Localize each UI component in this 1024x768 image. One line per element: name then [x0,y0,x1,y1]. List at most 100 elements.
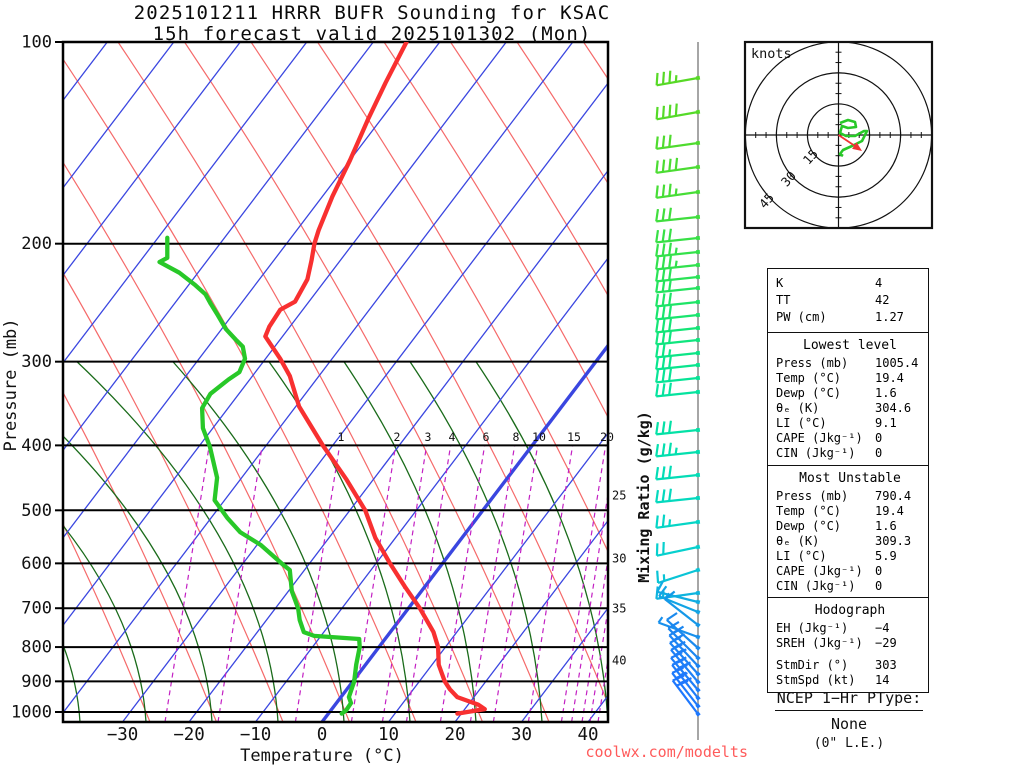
mixing-ratio-line [492,444,539,722]
row-label: StmSpd (kt) [776,673,856,688]
temp-tick-label: 20 [444,725,465,745]
hodograph-ring-label: 30 [778,168,799,189]
mixing-ratio-line [597,655,608,722]
wind-barb [655,318,701,334]
wind-barb [656,580,701,605]
row-label: CIN (Jkg⁻¹) [776,446,856,461]
table-row: StmSpd (kt) 14 [776,673,924,688]
mixing-ratio-label: 20 [600,430,614,444]
wind-barb [655,368,701,384]
wind-barb [655,70,701,87]
storm-motion-arrowhead [852,142,862,151]
isotherm-line [63,42,441,539]
row-value: 1.6 [875,386,897,401]
table-row: CIN (Jkg⁻¹) 0 [776,579,924,594]
dry-adiabat-line [450,42,608,297]
isotherm-line [63,42,175,189]
row-label: StmDir (°) [776,658,849,673]
mixing-ratio-line [527,444,574,722]
pressure-tick-label: 500 [21,501,52,521]
row-label: CAPE (Jkg⁻¹) [776,431,863,446]
table-row: LI (°C) 9.1 [776,416,924,431]
dry-adiabat-line [63,161,351,722]
pressure-tick-label: 200 [21,234,52,254]
mixing-ratio-label: 3 [425,430,432,444]
mixing-ratio-label: 40 [612,654,626,668]
mixing-ratio-label: 35 [612,602,626,616]
isotherm-line [188,169,608,722]
wind-barb [655,183,701,199]
isotherm-line [121,82,608,722]
row-value: 14 [875,673,890,688]
table-row: TT 42 [776,292,924,309]
row-value: 1.27 [875,310,904,324]
wind-barb [655,242,701,258]
moist-adiabat-line [63,643,81,722]
table-row: EH (Jkg⁻¹) −4 [776,621,924,636]
pressure-tick-label: 300 [21,352,52,372]
pressure-tick-label: 1000 [11,703,52,723]
table-row: Temp (°C) 19.4 [776,504,924,519]
pressure-tick-label: 400 [21,436,52,456]
wind-barb [655,278,701,294]
row-value: 0 [875,431,883,446]
table-row: θₑ (K) 304.6 [776,401,924,416]
isotherm-line [63,42,308,364]
mixing-ratio-label: 25 [612,489,626,503]
mixing-ratio-line [581,555,608,722]
temperature-curve [263,42,487,716]
hodograph-unit-label: knots [751,46,792,62]
ptype-liquid-equivalent: (0" L.E.) [813,736,885,751]
wind-barb [655,330,701,346]
ptype-title: NCEP 1−Hr PType: [774,689,924,711]
mixing-ratio-line [350,444,397,722]
temp-tick-label: −20 [173,725,205,745]
page-subtitle: 15h forecast valid 2025101302 (Mon) [152,23,592,45]
mixing-ratio-label: 15 [567,430,581,444]
wind-barb [656,567,701,585]
wind-barb [655,103,701,121]
row-label: Dewp (°C) [776,386,842,401]
temp-tick-label: 0 [317,725,328,745]
row-value: −29 [875,636,897,651]
mixing-ratio-line [164,444,210,722]
wind-barb [655,382,701,398]
mixing-ratio-label: 30 [612,552,626,566]
wind-barb [655,541,701,557]
mixing-ratio-line [589,605,608,722]
pressure-axis-title: Pressure (mb) [1,318,21,451]
row-label: θₑ (K) [776,401,820,416]
mixing-ratio-label: 6 [483,430,490,444]
section-title: Most Unstable [799,470,901,486]
table-row: CAPE (Jkg⁻¹) 0 [776,564,924,579]
row-label: LI (°C) [776,416,827,431]
row-value: 304.6 [875,401,912,416]
row-label: CAPE (Jkg⁻¹) [776,563,863,578]
table-row: CAPE (Jkg⁻¹) 0 [776,431,924,446]
wind-barb [655,465,701,481]
temp-tick-label: −30 [107,725,139,745]
dry-adiabat-line [63,271,284,722]
row-label: Dewp (°C) [776,518,842,533]
table-row: PW (cm) 1.27 [776,309,924,326]
mixing-ratio-line [405,444,452,722]
table-row: LI (°C) 5.9 [776,549,924,564]
row-label: Temp (°C) [776,503,842,518]
moist-adiabat-line [268,361,411,722]
page-title: 2025101211 HRRR BUFR Sounding for KSAC [133,2,611,24]
dry-adiabat-line [383,42,608,419]
ptype-value: None [830,715,868,733]
row-value: 4 [875,276,883,290]
dry-adiabat-line [63,522,151,722]
mixing-ratio-label: 8 [513,430,520,444]
row-label: PW (cm) [776,310,827,324]
row-label: EH (Jkg⁻¹) [776,621,849,636]
dry-adiabat-line [184,42,550,722]
temp-tick-label: 30 [511,725,532,745]
dry-adiabat-line [63,58,417,722]
indices-table: K 4 TT 42 PW (cm) 1.27 Lowest level Press (mb) 1… [767,268,929,694]
table-row: Dewp (°C) 1.6 [776,519,924,534]
table-row: θₑ (K) 309.3 [776,534,924,549]
row-label: Press (mb) [776,488,849,503]
row-value: 0 [875,578,883,593]
